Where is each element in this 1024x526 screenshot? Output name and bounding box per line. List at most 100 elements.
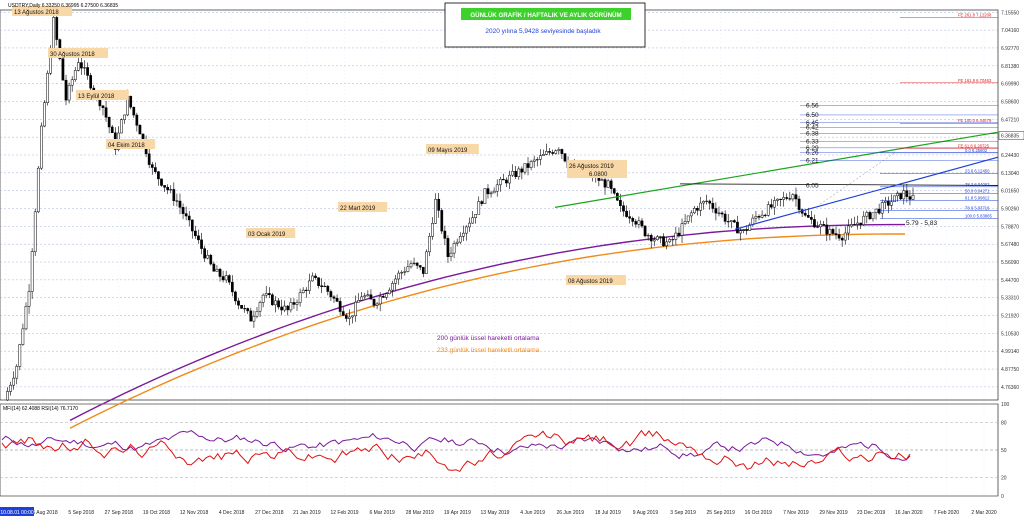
candle-body xyxy=(831,229,835,234)
candle-body xyxy=(545,151,548,155)
candle-body xyxy=(397,272,401,280)
candle-body xyxy=(557,149,561,151)
candle-body xyxy=(622,205,625,212)
candle-body xyxy=(440,210,444,232)
candle-body xyxy=(286,305,290,311)
candle-body xyxy=(12,377,16,386)
y-tick-label: 5.67480 xyxy=(1001,242,1019,248)
candle-body xyxy=(868,212,872,220)
candle-body xyxy=(307,280,311,291)
candle-body xyxy=(190,219,194,232)
candle-body xyxy=(329,291,333,298)
candle-body xyxy=(834,233,838,235)
candle-body xyxy=(295,302,299,305)
candle-body xyxy=(203,248,206,259)
y-tick-label: 7.15550 xyxy=(1001,10,1019,16)
candle-body xyxy=(883,200,887,203)
candle-body xyxy=(874,208,878,213)
candle-body xyxy=(837,234,841,239)
annotation-box xyxy=(426,144,479,154)
candle-body xyxy=(425,251,428,274)
candle-body xyxy=(803,212,807,216)
candle-body xyxy=(631,217,635,222)
candle-body xyxy=(46,72,49,104)
candle-body xyxy=(89,75,93,89)
candle-body xyxy=(107,117,111,128)
candle-body xyxy=(890,201,893,206)
candle-body xyxy=(418,265,422,268)
y-tick-label: 6.13040 xyxy=(1001,171,1019,177)
candle-body xyxy=(717,212,721,214)
candle-body xyxy=(538,155,542,160)
candle-body xyxy=(517,168,521,177)
candle-body xyxy=(123,114,126,120)
x-tick-label: 7 Feb 2020 xyxy=(934,510,960,516)
candle-body xyxy=(132,106,136,116)
candle-body xyxy=(843,232,847,241)
candle-body xyxy=(157,171,160,180)
candle-body xyxy=(178,200,182,208)
candle-body xyxy=(739,230,742,234)
y-tick-label: 5.44700 xyxy=(1001,278,1019,284)
candle-body xyxy=(64,79,68,101)
candle-body xyxy=(120,119,123,134)
candle-body xyxy=(763,214,767,216)
candle-body xyxy=(55,17,59,40)
candle-body xyxy=(187,215,191,221)
candle-body xyxy=(267,293,271,296)
candle-body xyxy=(603,179,607,188)
x-tick-label: 16 Oct 2019 xyxy=(745,510,772,516)
candle-body xyxy=(357,300,360,303)
fib-projection-line xyxy=(819,152,896,205)
candle-body xyxy=(822,224,826,226)
indicator-tick-label: 80 xyxy=(1001,420,1007,426)
candle-body xyxy=(150,164,154,168)
candle-body xyxy=(160,178,163,186)
candle-body xyxy=(258,302,262,312)
candle-body xyxy=(659,236,662,238)
candle-body xyxy=(511,170,514,176)
candle-body xyxy=(218,268,222,277)
candle-body xyxy=(619,199,622,206)
candle-body xyxy=(184,213,188,217)
candle-body xyxy=(277,300,280,308)
candle-body xyxy=(369,294,373,300)
candle-body xyxy=(477,201,481,215)
candle-body xyxy=(212,263,216,272)
candle-body xyxy=(606,180,610,188)
candle-body xyxy=(699,202,702,211)
x-tick-label: 13 May 2019 xyxy=(481,510,510,516)
candle-body xyxy=(840,237,844,241)
annotation-label: 09 Mayıs 2019 xyxy=(428,148,468,154)
candle-body xyxy=(742,229,745,231)
candle-body xyxy=(689,212,693,217)
candle-body xyxy=(668,239,672,243)
candle-body xyxy=(237,300,240,306)
candle-body xyxy=(415,262,419,266)
annotation-box xyxy=(48,48,108,58)
candle-body xyxy=(280,306,283,311)
y-tick-label: 6.69990 xyxy=(1001,82,1019,88)
current-price-label: 6.36835 xyxy=(1001,134,1019,140)
candle-body xyxy=(628,216,632,219)
candle-body xyxy=(227,275,231,283)
candle-body xyxy=(172,189,176,201)
candle-body xyxy=(246,308,250,312)
candle-body xyxy=(21,328,25,345)
annotation-label: 22 Mart 2019 xyxy=(340,206,376,212)
candle-body xyxy=(36,167,40,213)
candle-body xyxy=(483,188,487,204)
candle-body xyxy=(489,192,493,195)
x-tick-label: 28 Mar 2019 xyxy=(406,510,434,516)
x-tick-label: 23 Dec 2019 xyxy=(857,510,886,516)
x-tick-label: 19 Oct 2018 xyxy=(143,510,170,516)
ema200-label: 200 günlük üssel hareketli ortalama xyxy=(437,335,540,342)
candle-body xyxy=(335,298,339,302)
y-tick-label: 5.56090 xyxy=(1001,260,1019,266)
candle-body xyxy=(656,236,659,240)
candle-body xyxy=(360,296,364,301)
annotation-value: 6.0800 xyxy=(589,172,608,178)
candle-body xyxy=(194,230,197,237)
candle-body xyxy=(766,204,770,216)
